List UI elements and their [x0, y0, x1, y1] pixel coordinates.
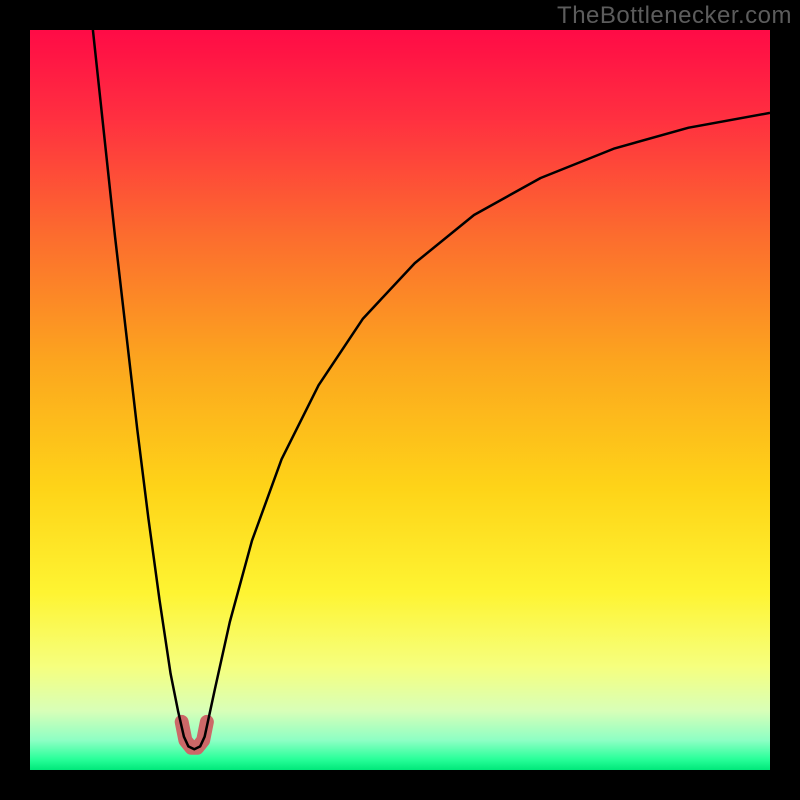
- gradient-background: [30, 30, 770, 770]
- plot-area: [30, 30, 770, 770]
- watermark-text: TheBottlenecker.com: [557, 2, 792, 30]
- plot-svg: [30, 30, 770, 770]
- chart-container: TheBottlenecker.com: [0, 0, 800, 800]
